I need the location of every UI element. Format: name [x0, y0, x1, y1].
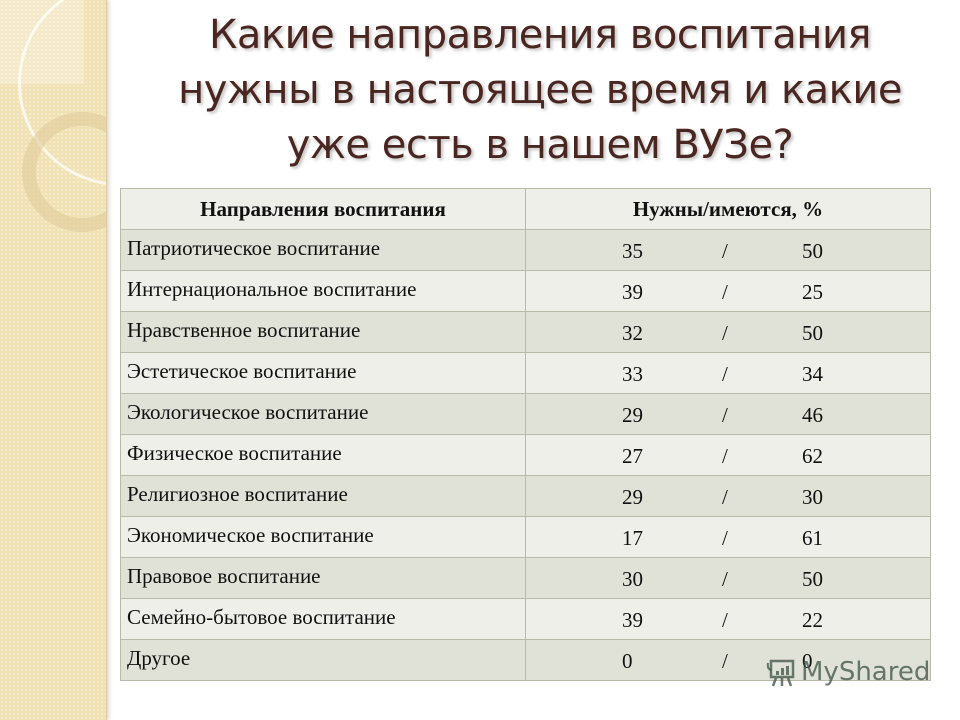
- separator: /: [722, 649, 728, 673]
- separator: /: [722, 485, 728, 509]
- needed-percent: 39: [622, 608, 643, 632]
- existing-percent: 50: [802, 239, 823, 263]
- needed-percent: 29: [622, 403, 643, 427]
- table-row: Нравственное воспитание 32 / 50: [120, 311, 931, 353]
- column-header-percent: Нужны/имеются, %: [525, 188, 931, 230]
- needed-percent: 35: [622, 239, 643, 263]
- percent-cell: 29 / 30: [525, 475, 931, 517]
- percent-cell: 33 / 34: [525, 352, 931, 394]
- existing-percent: 46: [802, 403, 823, 427]
- existing-percent: 34: [802, 362, 823, 386]
- percent-cell: 17 / 61: [525, 516, 931, 558]
- separator: /: [722, 608, 728, 632]
- direction-name: Эстетическое воспитание: [120, 352, 526, 394]
- existing-percent: 50: [802, 321, 823, 345]
- separator: /: [722, 567, 728, 591]
- table-row: Экологическое воспитание 29 / 46: [120, 393, 931, 435]
- separator: /: [722, 444, 728, 468]
- needed-percent: 33: [622, 362, 643, 386]
- existing-percent: 62: [802, 444, 823, 468]
- slide-title: Какие направления воспитания нужны в нас…: [178, 12, 902, 168]
- existing-percent: 61: [802, 526, 823, 550]
- needed-percent: 27: [622, 444, 643, 468]
- percent-cell: 27 / 62: [525, 434, 931, 476]
- percent-cell: 29 / 46: [525, 393, 931, 435]
- table-row: Религиозное воспитание 29 / 30: [120, 475, 931, 517]
- separator: /: [722, 239, 728, 263]
- separator: /: [722, 321, 728, 345]
- needed-percent: 32: [622, 321, 643, 345]
- needed-percent: 17: [622, 526, 643, 550]
- percent-cell: 0 / 0: [525, 639, 931, 681]
- table-row: Семейно-бытовое воспитание 39 / 22: [120, 598, 931, 640]
- watermark-text: MyShared: [801, 657, 931, 687]
- percent-cell: 35 / 50: [525, 229, 931, 271]
- direction-name: Физическое воспитание: [120, 434, 526, 476]
- table-row: Экономическое воспитание 17 / 61: [120, 516, 931, 558]
- table-header-row: Направления воспитания Нужны/имеются, %: [120, 188, 931, 230]
- needed-percent: 29: [622, 485, 643, 509]
- direction-name: Семейно-бытовое воспитание: [120, 598, 526, 640]
- separator: /: [722, 362, 728, 386]
- existing-percent: 22: [802, 608, 823, 632]
- separator: /: [722, 280, 728, 304]
- myshared-watermark: MyShared: [765, 656, 930, 688]
- existing-percent: 0: [802, 649, 813, 673]
- direction-name: Патриотическое воспитание: [120, 229, 526, 271]
- direction-name: Экономическое воспитание: [120, 516, 526, 558]
- percent-cell: 30 / 50: [525, 557, 931, 599]
- table-row: Правовое воспитание 30 / 50: [120, 557, 931, 599]
- presentation-board-icon: [766, 659, 795, 687]
- percent-cell: 39 / 22: [525, 598, 931, 640]
- table-row: Патриотическое воспитание 35 / 50: [120, 229, 931, 271]
- direction-name: Экологическое воспитание: [120, 393, 526, 435]
- existing-percent: 30: [802, 485, 823, 509]
- needed-percent: 39: [622, 280, 643, 304]
- column-header-direction: Направления воспитания: [120, 188, 526, 230]
- direction-name: Другое: [120, 639, 526, 681]
- direction-name: Правовое воспитание: [120, 557, 526, 599]
- direction-name: Интернациональное воспитание: [120, 270, 526, 312]
- separator: /: [722, 403, 728, 427]
- separator: /: [722, 526, 728, 550]
- table-row: Эстетическое воспитание 33 / 34: [120, 352, 931, 394]
- existing-percent: 25: [802, 280, 823, 304]
- needed-percent: 0: [622, 649, 633, 673]
- needed-percent: 30: [622, 567, 643, 591]
- direction-name: Нравственное воспитание: [120, 311, 526, 353]
- direction-name: Религиозное воспитание: [120, 475, 526, 517]
- percent-cell: 39 / 25: [525, 270, 931, 312]
- table-row: Физическое воспитание 27 / 62: [120, 434, 931, 476]
- decorative-side-panel: [0, 0, 107, 720]
- education-directions-table: Направления воспитания Нужны/имеются, % …: [120, 188, 931, 681]
- table-row: Интернациональное воспитание 39 / 25: [120, 270, 931, 312]
- existing-percent: 50: [802, 567, 823, 591]
- table-row: Другое 0 / 0: [120, 639, 931, 681]
- percent-cell: 32 / 50: [525, 311, 931, 353]
